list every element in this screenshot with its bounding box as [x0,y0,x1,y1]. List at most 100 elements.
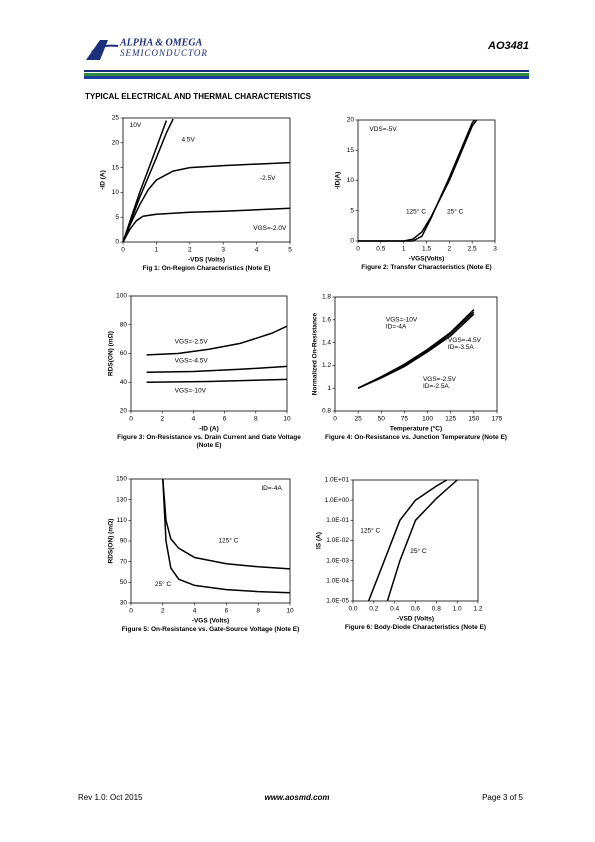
x-tick-label: 125 [445,416,456,423]
curve [357,313,475,389]
x-tick-label: 0.6 [411,606,420,613]
x-tick-label: 0 [129,608,133,615]
y-tick-label: 25 [112,115,120,122]
y-axis-label: -ID (A) [100,170,107,190]
x-tick-label: 6 [223,416,227,423]
caption: Fig 1: On-Region Characteristics (Note E… [142,265,271,272]
y-tick-label: 100 [116,293,127,300]
annotation: VGS=-2.0V [253,225,287,232]
x-tick-label: 8 [256,608,260,615]
x-axis-label: -ID (A) [199,426,219,433]
plot-frame [122,117,291,243]
y-tick-label: 1.0E+00 [325,497,350,504]
curve [162,478,291,570]
y-tick-label: 1 [327,385,331,392]
x-tick-label: 0.4 [390,606,399,613]
x-tick-label: 25 [355,416,363,423]
y-tick-label: 80 [120,321,128,328]
caption: Figure 5: On-Resistance vs. Gate-Source … [121,626,300,633]
annotation: ID=-4A [386,324,407,331]
annotation: 10V [130,122,142,129]
y-tick-label: 20 [120,408,128,415]
y-tick-label: 70 [120,558,128,565]
y-tick-label: 150 [116,476,127,483]
x-tick-label: 2 [188,247,192,254]
caption: Figure 4: On-Resistance vs. Junction Tem… [325,434,507,441]
y-tick-label: 1.6 [322,317,331,324]
x-tick-label: 1.0 [453,606,462,613]
x-axis-label: Temperature (°C) [390,425,442,433]
y-axis-label: RDS(ON) (mΩ) [108,519,115,564]
annotation: 125° C [218,537,238,545]
y-tick-label: 5 [115,214,119,221]
curve [386,479,458,602]
x-tick-label: 1 [402,246,406,253]
footer-rev: Rev 1.0: Oct 2015 [78,793,143,802]
y-tick-label: 110 [117,517,128,524]
x-tick-label: 1.5 [422,246,431,253]
footer-web: www.aosmd.com [264,793,329,802]
x-tick-label: 4 [255,247,259,254]
y-tick-label: 1.2 [322,362,331,369]
x-tick-label: 0.8 [432,606,441,613]
curve [358,119,476,242]
y-tick-label: 90 [120,538,128,545]
curve [357,311,475,389]
y-tick-label: 15 [347,147,355,154]
plot-frame [334,296,498,412]
x-tick-label: 175 [492,416,503,423]
y-tick-label: 60 [120,350,128,357]
y-tick-label: 10 [347,177,355,184]
y-tick-label: 1.0E-01 [326,517,349,524]
curve [367,479,448,602]
x-tick-label: 0 [356,246,360,253]
stripe [84,70,529,72]
annotation: VGS=-4.5V [448,337,482,344]
y-tick-label: 1.0E-05 [326,598,349,605]
x-tick-label: 8 [254,416,258,423]
annotation: VGS=-10V [175,388,207,395]
y-axis-label: Normalized On-Resistance [312,312,319,395]
x-tick-label: 150 [468,416,479,423]
company: ALPHA & OMEGA [119,37,203,48]
y-tick-label: 20 [112,140,120,147]
curve [122,207,291,243]
annotation: 125° C [360,527,380,535]
y-axis-label: RDS(ON) (mΩ) [108,331,115,376]
y-tick-label: 1.4 [322,339,331,346]
y-tick-label: 1.8 [322,294,331,301]
annotation: VGS=-2.5V [175,339,209,346]
x-tick-label: 75 [401,416,409,423]
section-title: TYPICAL ELECTRICAL AND THERMAL CHARACTER… [85,92,312,101]
x-tick-label: 3 [221,247,225,254]
stripe [84,76,529,79]
y-tick-label: 20 [347,117,355,124]
logo [86,40,119,60]
curve [146,365,288,373]
caption: Figure 2: Transfer Characteristics (Note… [361,264,492,271]
annotation: ID=-3.5A [448,344,474,351]
y-tick-label: 130 [116,496,127,503]
y-tick-label: 1.0E+01 [325,477,350,484]
y-tick-label: 0 [115,239,119,246]
annotation: 25° C [410,547,427,555]
y-tick-label: 15 [112,164,120,171]
x-tick-label: 100 [422,416,433,423]
x-tick-label: 6 [225,608,229,615]
y-tick-label: 1.0E-03 [326,557,349,564]
curve [146,378,288,384]
x-tick-label: 4 [193,608,197,615]
plot-frame [130,295,288,412]
y-tick-label: 40 [120,379,128,386]
curve [146,325,288,356]
annotation: VGS=-2.5V [423,376,457,383]
y-tick-label: 10 [112,189,120,196]
x-tick-label: 0 [129,416,133,423]
x-tick-label: 1 [155,247,159,254]
plot-frame [357,119,496,242]
x-axis-label: -VSD (Volts) [397,616,434,623]
annotation: -2.5V [260,175,276,182]
y-tick-label: 30 [120,600,128,607]
